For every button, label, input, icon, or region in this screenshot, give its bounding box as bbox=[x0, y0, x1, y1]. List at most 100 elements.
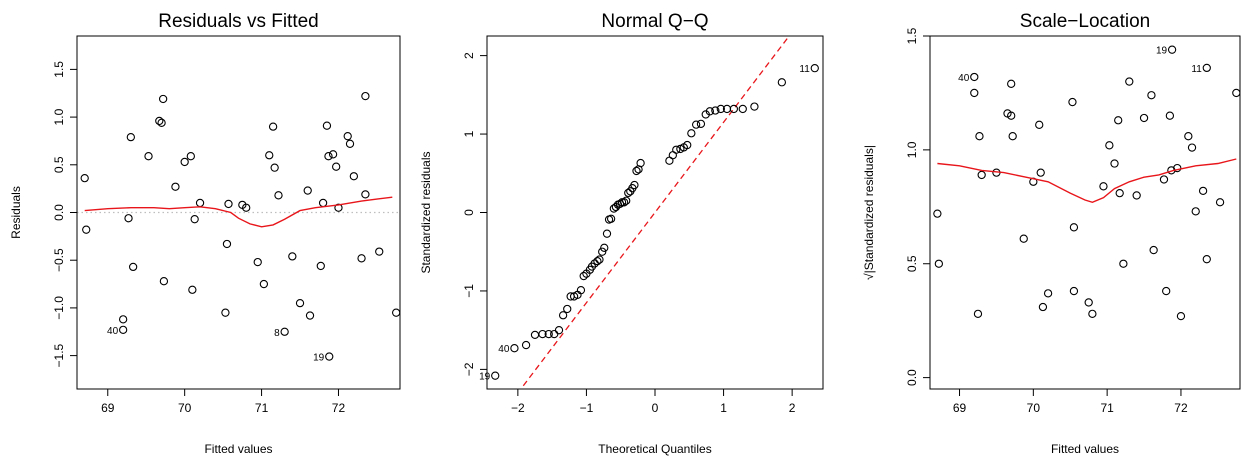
y-tick-label: 0.5 bbox=[905, 255, 919, 272]
data-point bbox=[521, 340, 531, 350]
data-point bbox=[288, 252, 297, 261]
data-point bbox=[186, 152, 195, 161]
x-axis-label: Fitted values bbox=[1051, 442, 1119, 456]
data-point bbox=[1187, 143, 1197, 152]
data-point bbox=[188, 285, 197, 294]
normal-qq-panel: Normal Q−Q Theoretical Quantiles Standardi… bbox=[419, 11, 824, 456]
data-point bbox=[118, 315, 128, 324]
data-point bbox=[155, 116, 164, 126]
data-point bbox=[1038, 302, 1048, 312]
x-axis-label: Fitted values bbox=[204, 442, 272, 456]
x-axis-label: Theoretical Quantiles bbox=[598, 442, 711, 456]
data-point bbox=[328, 150, 338, 159]
y-tick-label: 0.0 bbox=[52, 204, 66, 221]
data-point bbox=[305, 311, 315, 320]
y-tick-label: −1.5 bbox=[52, 343, 66, 367]
smoother-line bbox=[937, 158, 1237, 204]
data-point bbox=[1215, 198, 1225, 207]
data-point bbox=[711, 106, 720, 115]
data-point bbox=[1162, 286, 1171, 296]
data-point bbox=[1068, 97, 1077, 107]
data-point bbox=[606, 214, 616, 223]
data-point bbox=[1165, 111, 1175, 120]
y-tick-label: 0.0 bbox=[905, 369, 919, 386]
data-point bbox=[375, 247, 384, 256]
data-point bbox=[672, 145, 681, 154]
data-point bbox=[622, 196, 631, 205]
data-point bbox=[195, 198, 205, 208]
data-point bbox=[1114, 116, 1123, 125]
data-point bbox=[265, 151, 274, 160]
x-tick-label: 71 bbox=[1100, 401, 1114, 415]
data-point bbox=[973, 309, 983, 318]
point-label: 19 bbox=[313, 353, 325, 364]
data-point bbox=[316, 261, 325, 271]
data-point bbox=[530, 330, 540, 340]
data-point bbox=[80, 174, 89, 183]
data-point bbox=[598, 247, 607, 256]
data-point bbox=[124, 214, 133, 223]
point-label: 40 bbox=[958, 73, 970, 84]
data-point bbox=[1147, 91, 1156, 100]
point-label: 11 bbox=[1191, 64, 1202, 75]
data-point bbox=[624, 188, 633, 198]
data-point bbox=[1119, 259, 1128, 268]
point-label: 8 bbox=[274, 328, 280, 339]
data-point bbox=[253, 257, 262, 267]
data-point bbox=[1198, 186, 1208, 196]
data-point bbox=[600, 243, 609, 252]
data-point bbox=[810, 64, 819, 73]
data-point bbox=[750, 102, 759, 111]
data-point bbox=[361, 91, 370, 101]
data-point bbox=[595, 255, 604, 264]
data-point bbox=[593, 256, 602, 266]
data-point bbox=[303, 186, 312, 195]
data-point bbox=[696, 119, 706, 129]
data-point bbox=[1184, 132, 1193, 141]
y-tick-label: −0.5 bbox=[52, 248, 66, 272]
data-point bbox=[1173, 163, 1182, 173]
x-tick-label: 1 bbox=[720, 401, 727, 415]
data-point bbox=[280, 327, 289, 336]
data-point bbox=[1019, 234, 1028, 243]
data-point bbox=[491, 371, 500, 380]
data-point bbox=[126, 132, 135, 142]
data-point bbox=[325, 352, 334, 361]
data-point bbox=[1132, 191, 1141, 200]
point-label: 19 bbox=[1156, 46, 1168, 57]
data-point bbox=[636, 158, 645, 168]
x-tick-label: 2 bbox=[789, 401, 796, 415]
data-point bbox=[729, 104, 739, 114]
data-point bbox=[157, 118, 166, 127]
point-label: 19 bbox=[479, 372, 491, 383]
data-point bbox=[180, 157, 189, 167]
data-point bbox=[343, 132, 352, 141]
data-point bbox=[1232, 88, 1241, 98]
data-point bbox=[554, 326, 564, 335]
data-point bbox=[1084, 298, 1093, 307]
data-point bbox=[118, 325, 128, 334]
y-tick-label: −2 bbox=[462, 362, 476, 376]
data-point bbox=[1191, 207, 1200, 216]
data-point bbox=[1176, 311, 1186, 321]
data-point bbox=[224, 199, 233, 209]
qq-reference-line bbox=[520, 36, 790, 389]
data-point bbox=[1008, 132, 1017, 141]
data-point bbox=[687, 129, 696, 138]
y-tick-label: 0.5 bbox=[52, 156, 66, 173]
data-point bbox=[716, 104, 725, 114]
y-axis-label: √|Standardized residuals| bbox=[862, 145, 876, 280]
data-point bbox=[630, 180, 639, 190]
data-point bbox=[158, 94, 168, 104]
data-point bbox=[222, 239, 232, 249]
point-label: 40 bbox=[498, 344, 510, 355]
data-point bbox=[1139, 113, 1149, 123]
data-point bbox=[970, 88, 979, 98]
data-point bbox=[392, 308, 401, 317]
data-point bbox=[1159, 175, 1169, 184]
y-tick-label: 1.5 bbox=[52, 61, 66, 78]
residuals-vs-fitted-panel: Residuals vs Fitted Fitted values Residual… bbox=[9, 11, 401, 456]
data-point bbox=[318, 198, 328, 208]
data-point bbox=[1202, 255, 1211, 264]
data-point bbox=[975, 132, 984, 141]
